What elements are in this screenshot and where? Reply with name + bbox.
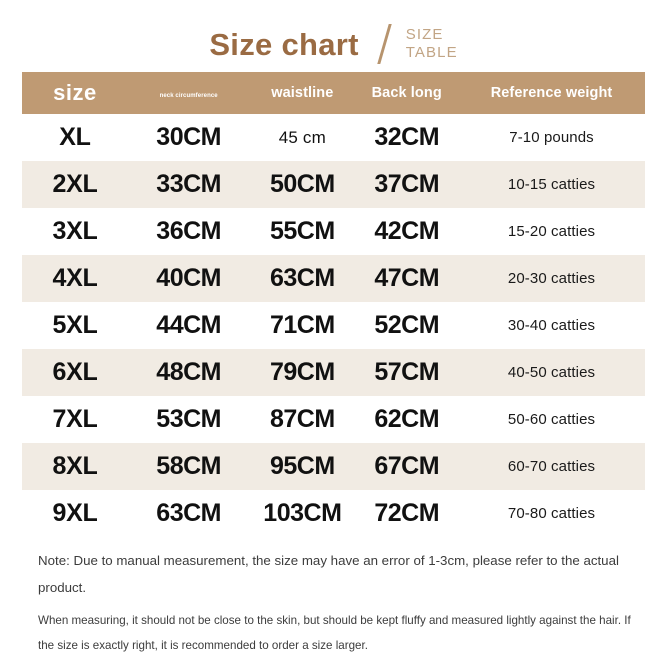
page-subtitle: SIZE TABLE	[406, 26, 458, 61]
cell-weight: 15-20 catties	[507, 222, 596, 240]
column-header-size: size	[53, 80, 97, 105]
cell-back: 47CM	[374, 264, 440, 292]
table-row: 8XL 58CM 95CM 67CM 60-70 catties	[22, 443, 645, 490]
cell-size: 8XL	[52, 452, 98, 480]
cell-neck: 63CM	[156, 499, 221, 527]
table-row: XL 30CM 45 cm 32CM 7-10 pounds	[22, 114, 645, 161]
cell-size: 7XL	[52, 405, 98, 433]
table-row: 6XL 48CM 79CM 57CM 40-50 catties	[22, 349, 645, 396]
subtitle-line-1: SIZE	[405, 26, 444, 44]
cell-neck: 30CM	[156, 123, 221, 151]
title-separator-slash	[377, 24, 392, 64]
cell-waist: 79CM	[270, 358, 335, 386]
cell-back: 72CM	[374, 499, 440, 527]
table-row: 7XL 53CM 87CM 62CM 50-60 catties	[22, 396, 645, 443]
cell-weight: 50-60 catties	[507, 410, 596, 428]
cell-waist: 45 cm	[278, 127, 326, 147]
cell-neck: 33CM	[156, 170, 221, 198]
table-row: 3XL 36CM 55CM 42CM 15-20 catties	[22, 208, 645, 255]
cell-neck: 44CM	[156, 311, 221, 339]
cell-neck: 48CM	[156, 358, 221, 386]
column-header-waistline: waistline	[271, 85, 334, 101]
column-header-neck-circumference: neck circumference	[159, 93, 218, 99]
cell-waist: 95CM	[270, 452, 335, 480]
note-measuring-guidance: When measuring, it should not be close t…	[38, 614, 631, 653]
cell-back: 62CM	[374, 405, 440, 433]
cell-neck: 58CM	[156, 452, 221, 480]
cell-size: 3XL	[52, 217, 98, 245]
notes-block: Note: Due to manual measurement, the siz…	[38, 548, 638, 659]
table-row: 9XL 63CM 103CM 72CM 70-80 catties	[22, 490, 645, 537]
cell-waist: 87CM	[270, 405, 335, 433]
cell-weight: 70-80 catties	[507, 504, 596, 522]
cell-weight: 30-40 catties	[507, 316, 596, 334]
cell-back: 32CM	[374, 123, 440, 151]
cell-neck: 40CM	[156, 264, 221, 292]
cell-size: XL	[59, 123, 91, 151]
cell-back: 37CM	[374, 170, 440, 198]
cell-weight: 40-50 catties	[507, 363, 596, 381]
cell-size: 2XL	[52, 170, 98, 198]
cell-waist: 50CM	[270, 170, 335, 198]
table-row: 5XL 44CM 71CM 52CM 30-40 catties	[22, 302, 645, 349]
cell-back: 42CM	[374, 217, 440, 245]
cell-waist: 63CM	[270, 264, 335, 292]
cell-back: 52CM	[374, 311, 440, 339]
table-row: 4XL 40CM 63CM 47CM 20-30 catties	[22, 255, 645, 302]
cell-weight: 10-15 catties	[507, 175, 596, 193]
table-row: 2XL 33CM 50CM 37CM 10-15 catties	[22, 161, 645, 208]
column-header-reference-weight: Reference weight	[490, 85, 613, 101]
table-header-row: size neck circumference waistline Back l…	[22, 72, 645, 114]
cell-size: 9XL	[52, 499, 98, 527]
cell-waist: 71CM	[270, 311, 335, 339]
cell-back: 57CM	[374, 358, 440, 386]
cell-size: 6XL	[52, 358, 98, 386]
table-body: XL 30CM 45 cm 32CM 7-10 pounds 2XL 33CM 50CM 37C…	[22, 114, 645, 537]
page-title: Size chart	[209, 26, 359, 62]
subtitle-line-2: TABLE	[405, 44, 458, 61]
chart-title-block: Size chart SIZE TABLE	[0, 18, 667, 70]
cell-weight: 7-10 pounds	[509, 128, 594, 146]
column-header-back-long: Back long	[371, 85, 442, 101]
cell-waist: 103CM	[263, 499, 342, 527]
note-measurement-error: Note: Due to manual measurement, the siz…	[38, 553, 619, 595]
cell-waist: 55CM	[270, 217, 335, 245]
size-table: size neck circumference waistline Back l…	[22, 72, 645, 537]
cell-back: 67CM	[374, 452, 440, 480]
cell-neck: 36CM	[156, 217, 221, 245]
cell-size: 4XL	[52, 264, 98, 292]
cell-weight: 60-70 catties	[507, 457, 596, 475]
cell-neck: 53CM	[156, 405, 221, 433]
cell-size: 5XL	[52, 311, 98, 339]
cell-weight: 20-30 catties	[507, 269, 596, 287]
